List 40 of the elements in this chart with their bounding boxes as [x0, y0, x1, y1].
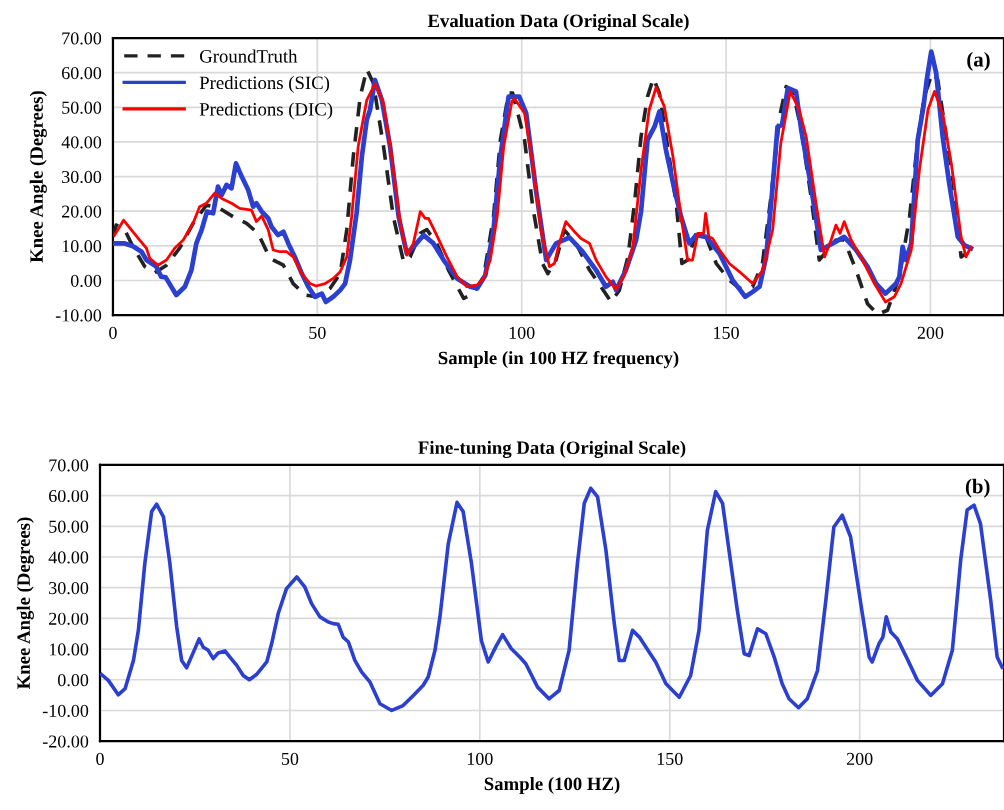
y-tick-label: 60.00 [61, 66, 102, 80]
y-tick-label: 20.00 [49, 612, 89, 625]
y-tick-label: 10.00 [62, 240, 102, 253]
y-tick-label: 40.00 [61, 136, 102, 149]
annotation: (b) [965, 478, 990, 498]
x-tick-label: 150 [657, 752, 683, 765]
x-tick-label: 150 [714, 326, 739, 339]
x-tick-label: 50 [281, 752, 299, 765]
y-tick-label: -10.00 [42, 704, 89, 717]
y-tick-label: 10.00 [49, 643, 89, 656]
y-tick-label: 30.00 [62, 170, 102, 184]
x-tick-label: 100 [467, 752, 493, 765]
legend-label: GroundTruth [199, 49, 298, 63]
legend-label: Predictions (DIC) [199, 102, 333, 120]
y-tick-label: 20.00 [62, 205, 102, 218]
y-tick-label: 70.00 [62, 32, 102, 45]
y-axis-title: Knee Angle (Degrees) [29, 91, 47, 263]
x-tick-label: 200 [846, 752, 873, 765]
x-tick-label: 50 [309, 326, 326, 339]
y-tick-label: 60.00 [49, 489, 89, 503]
legend-label: Predictions (SIC) [199, 75, 330, 93]
x-tick-label: 0 [96, 752, 104, 765]
x-axis-title: Sample (in 100 HZ frequency) [438, 350, 679, 369]
y-tick-label: 30.00 [49, 581, 89, 595]
y-tick-label: -20.00 [42, 735, 89, 748]
y-axis-title: Knee Angle (Degrees) [16, 517, 34, 689]
y-tick-label: 70.00 [49, 459, 89, 472]
x-tick-label: 100 [509, 326, 535, 339]
y-tick-label: 0.00 [57, 674, 89, 687]
x-tick-label: 0 [109, 326, 117, 339]
chart-title: Fine-tuning Data (Original Scale) [418, 440, 686, 458]
x-axis-title: Sample (100 HZ) [484, 776, 620, 794]
y-tick-label: 0.00 [70, 274, 102, 287]
annotation: (a) [967, 51, 990, 71]
chart-title: Evaluation Data (Original Scale) [427, 13, 689, 32]
y-tick-label: 50.00 [49, 520, 89, 533]
y-tick-label: 50.00 [62, 101, 102, 114]
y-tick-label: 40.00 [48, 551, 89, 564]
y-tick-label: -10.00 [55, 309, 102, 322]
x-tick-label: 200 [917, 326, 944, 339]
